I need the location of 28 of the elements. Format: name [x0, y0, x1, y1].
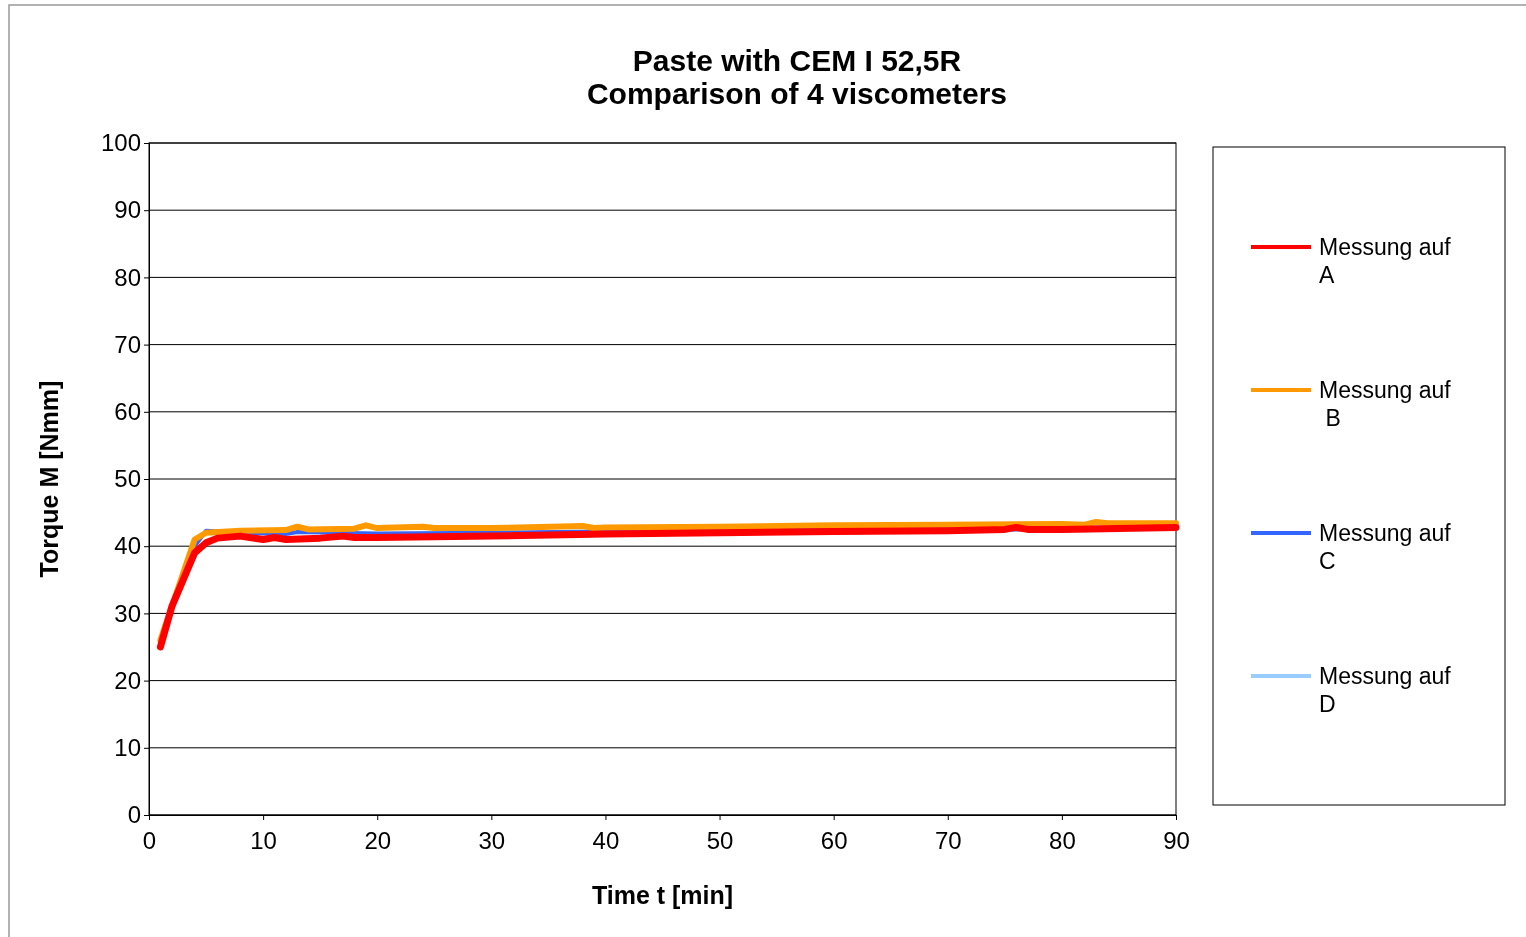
y-tick-label: 100: [100, 129, 141, 157]
legend-label: Messung auf C: [1319, 520, 1452, 574]
y-tick-label: 40: [114, 532, 141, 560]
x-tick-label: 10: [250, 827, 277, 855]
y-tick-label: 70: [114, 330, 141, 358]
chart-title: Paste with CEM I 52,5R: [632, 44, 962, 77]
x-tick-label: 90: [1163, 827, 1190, 855]
y-tick-label: 80: [114, 263, 141, 291]
x-tick-label: 40: [592, 827, 620, 855]
legend-label: Messung auf A: [1319, 234, 1452, 288]
x-tick-label: 30: [478, 827, 506, 855]
legend-label: Messung auf B: [1319, 377, 1452, 431]
x-axis-title: Time t [min]: [591, 881, 734, 909]
y-tick-label: 90: [114, 196, 141, 224]
legend-label: Messung auf D: [1319, 663, 1452, 717]
y-tick-label: 0: [127, 801, 141, 829]
chart-subtitle: Comparison of 4 viscometers: [586, 77, 1008, 110]
y-tick-label: 30: [114, 599, 141, 627]
y-axis-title: Torque M [Nmm]: [35, 380, 63, 578]
x-tick-label: 20: [364, 827, 392, 855]
y-tick-label: 60: [114, 397, 141, 425]
x-tick-label: 50: [706, 827, 734, 855]
x-tick-label: 80: [1049, 827, 1076, 855]
y-tick-label: 50: [114, 465, 141, 493]
x-tick-label: 60: [820, 827, 848, 855]
y-tick-label: 20: [114, 666, 141, 694]
x-tick-label: 70: [934, 827, 962, 855]
y-tick-label: 10: [114, 733, 141, 761]
